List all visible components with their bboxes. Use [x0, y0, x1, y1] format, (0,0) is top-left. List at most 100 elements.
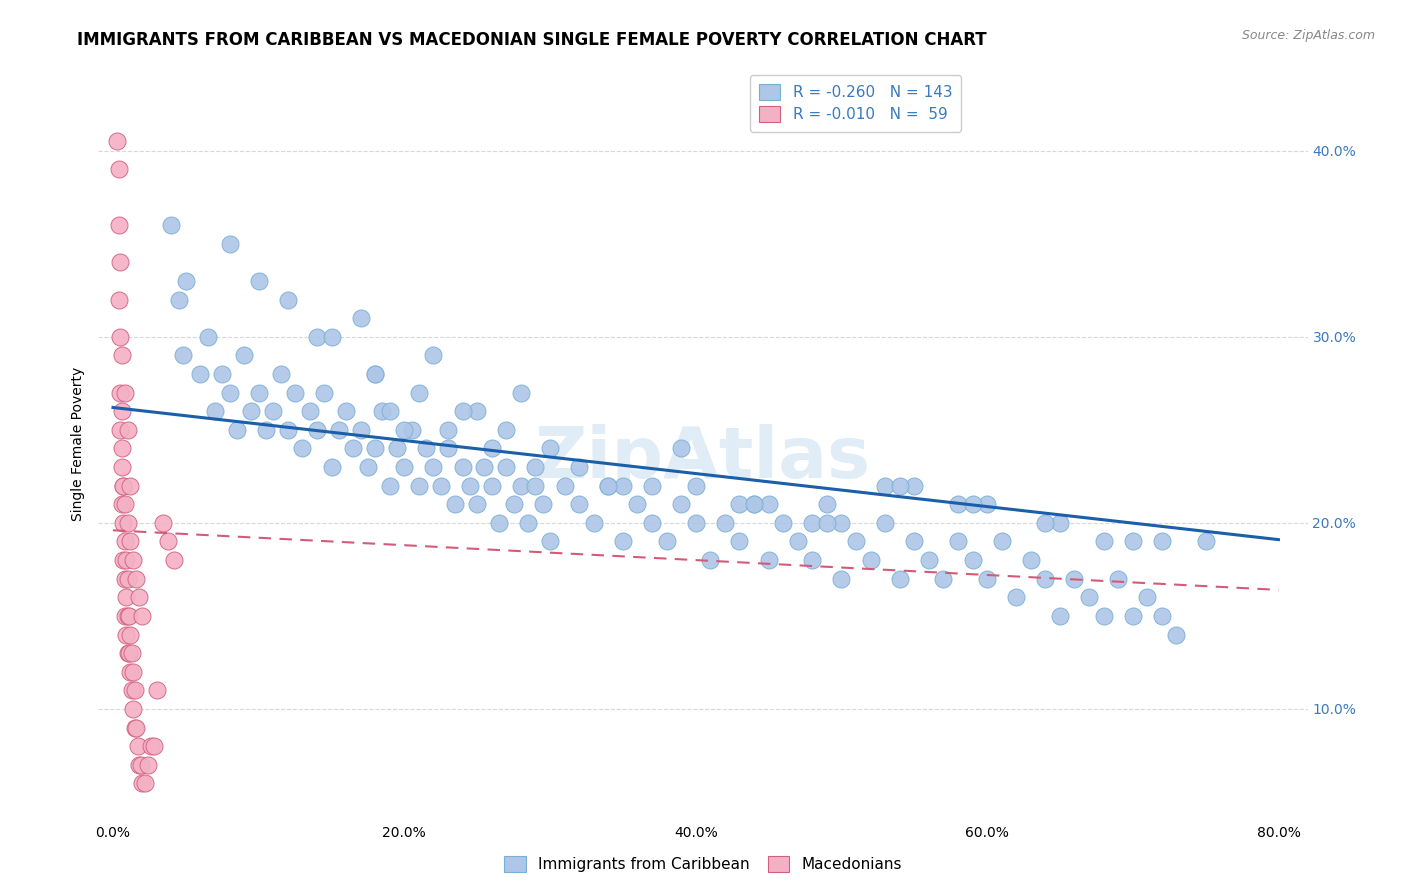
Point: [524, 478, 547, 492]
Point: [174, 274, 197, 288]
Point: [128, 591, 150, 605]
Point: [172, 348, 194, 362]
Point: [531, 497, 554, 511]
Point: [408, 385, 430, 400]
Point: [524, 460, 547, 475]
Point: [889, 478, 911, 492]
Point: [115, 591, 138, 605]
Point: [714, 516, 737, 530]
Point: [502, 497, 524, 511]
Point: [218, 385, 240, 400]
Point: [538, 534, 561, 549]
Point: [114, 572, 136, 586]
Point: [801, 553, 824, 567]
Point: [120, 665, 142, 679]
Point: [247, 385, 270, 400]
Point: [270, 367, 292, 381]
Point: [772, 516, 794, 530]
Point: [437, 442, 460, 456]
Point: [509, 385, 531, 400]
Point: [124, 683, 146, 698]
Text: ZipAtlas: ZipAtlas: [536, 425, 870, 493]
Point: [277, 293, 299, 307]
Point: [401, 423, 423, 437]
Point: [1078, 591, 1101, 605]
Point: [114, 385, 136, 400]
Point: [110, 330, 132, 344]
Point: [815, 497, 838, 511]
Point: [699, 553, 721, 567]
Point: [626, 497, 648, 511]
Point: [291, 442, 314, 456]
Point: [1136, 591, 1159, 605]
Point: [350, 423, 373, 437]
Point: [364, 367, 387, 381]
Point: [111, 460, 134, 475]
Point: [136, 757, 159, 772]
Point: [114, 497, 136, 511]
Point: [364, 442, 387, 456]
Point: [875, 516, 897, 530]
Point: [946, 497, 969, 511]
Point: [859, 553, 882, 567]
Point: [990, 534, 1012, 549]
Point: [117, 516, 139, 530]
Point: [394, 460, 416, 475]
Point: [335, 404, 357, 418]
Point: [321, 330, 343, 344]
Point: [830, 572, 852, 586]
Point: [1092, 534, 1115, 549]
Point: [1092, 608, 1115, 623]
Point: [1063, 572, 1085, 586]
Point: [582, 516, 605, 530]
Point: [342, 442, 364, 456]
Point: [125, 721, 148, 735]
Point: [903, 534, 925, 549]
Text: Source: ZipAtlas.com: Source: ZipAtlas.com: [1241, 29, 1375, 42]
Point: [437, 423, 460, 437]
Point: [488, 516, 510, 530]
Point: [1150, 608, 1173, 623]
Point: [481, 442, 503, 456]
Point: [1033, 516, 1056, 530]
Point: [976, 497, 998, 511]
Point: [451, 460, 474, 475]
Point: [641, 516, 664, 530]
Point: [612, 478, 634, 492]
Point: [408, 478, 430, 492]
Point: [845, 534, 868, 549]
Point: [129, 757, 152, 772]
Point: [815, 516, 838, 530]
Point: [121, 646, 143, 660]
Point: [458, 478, 481, 492]
Point: [918, 553, 941, 567]
Point: [122, 665, 145, 679]
Point: [277, 423, 299, 437]
Point: [117, 646, 139, 660]
Point: [112, 478, 135, 492]
Point: [128, 757, 150, 772]
Point: [110, 423, 132, 437]
Point: [429, 478, 451, 492]
Point: [157, 534, 180, 549]
Point: [685, 478, 707, 492]
Point: [262, 404, 284, 418]
Point: [254, 423, 277, 437]
Point: [1033, 572, 1056, 586]
Point: [932, 572, 955, 586]
Point: [903, 478, 925, 492]
Point: [394, 423, 416, 437]
Point: [117, 608, 139, 623]
Point: [378, 478, 401, 492]
Point: [465, 404, 488, 418]
Point: [1150, 534, 1173, 549]
Point: [112, 516, 135, 530]
Point: [598, 478, 620, 492]
Point: [111, 442, 134, 456]
Point: [371, 404, 394, 418]
Point: [160, 218, 183, 232]
Point: [110, 255, 132, 269]
Point: [1122, 608, 1144, 623]
Point: [422, 348, 444, 362]
Point: [465, 497, 488, 511]
